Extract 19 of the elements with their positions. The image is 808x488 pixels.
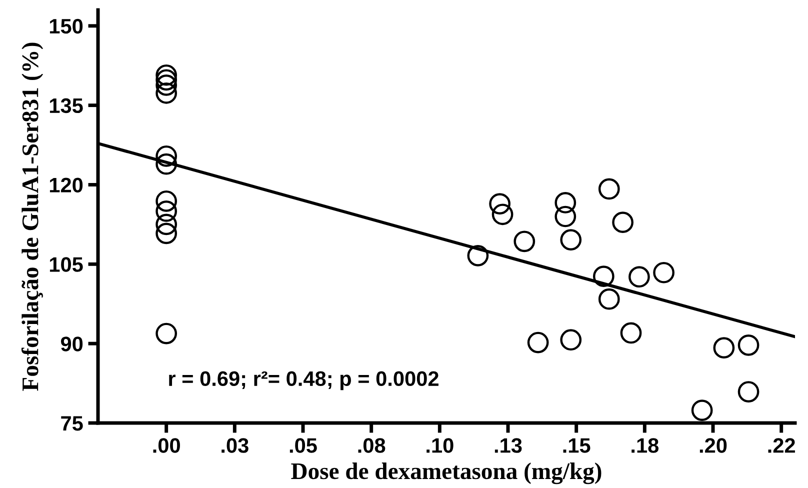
- x-tick-label: .10: [426, 438, 454, 453]
- x-tick-label: .08: [358, 438, 386, 453]
- x-tick-label: .15: [563, 438, 590, 453]
- x-tick-label: .20: [700, 438, 727, 453]
- x-tick-label: .03: [222, 438, 248, 453]
- y-axis-title: Fosforilação de GluA1-Ser831 (%): [21, 42, 44, 391]
- x-axis-title: Dose de dexametasona (mg/kg): [291, 462, 602, 484]
- annotation: r = 0.69; r²= 0.48; p = 0.0002: [169, 371, 438, 390]
- y-tick-label: 135: [50, 98, 83, 114]
- y-tick-label: 90: [60, 336, 83, 352]
- x-tick-label: .05: [290, 438, 317, 453]
- y-tick-label: 120: [50, 178, 83, 192]
- x-tick-label: .00: [153, 438, 180, 453]
- y-tick-label: 105: [50, 257, 83, 272]
- x-tick-label: .18: [632, 438, 659, 453]
- y-tick-label: 75: [61, 416, 83, 431]
- x-tick-label: .13: [494, 438, 522, 453]
- y-tick-label: 150: [50, 18, 83, 34]
- x-tick-label: .22: [768, 438, 795, 453]
